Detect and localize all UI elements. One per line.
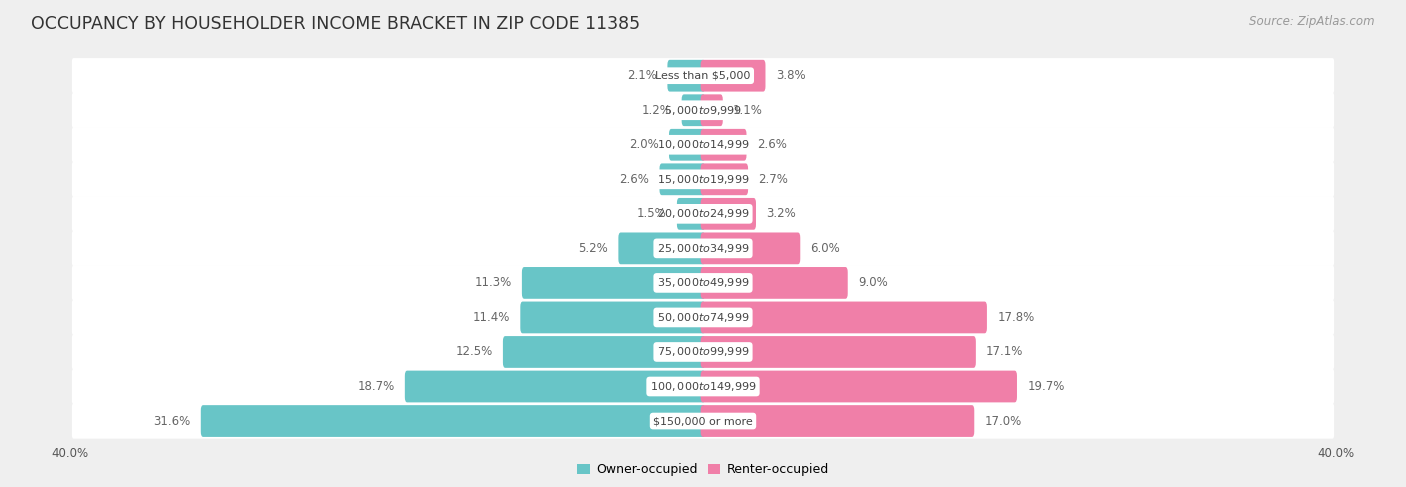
Text: $25,000 to $34,999: $25,000 to $34,999 xyxy=(657,242,749,255)
FancyBboxPatch shape xyxy=(503,336,706,368)
Text: 17.1%: 17.1% xyxy=(986,345,1024,358)
Text: $35,000 to $49,999: $35,000 to $49,999 xyxy=(657,277,749,289)
FancyBboxPatch shape xyxy=(700,301,987,333)
FancyBboxPatch shape xyxy=(72,403,1334,439)
Text: 19.7%: 19.7% xyxy=(1028,380,1064,393)
Text: 2.7%: 2.7% xyxy=(758,173,789,186)
Text: 2.1%: 2.1% xyxy=(627,69,657,82)
Text: $150,000 or more: $150,000 or more xyxy=(654,416,752,426)
FancyBboxPatch shape xyxy=(72,300,1334,335)
Text: Less than $5,000: Less than $5,000 xyxy=(655,71,751,81)
FancyBboxPatch shape xyxy=(72,58,1334,94)
FancyBboxPatch shape xyxy=(676,198,706,230)
Text: $20,000 to $24,999: $20,000 to $24,999 xyxy=(657,207,749,220)
Text: 3.2%: 3.2% xyxy=(766,207,796,220)
FancyBboxPatch shape xyxy=(72,127,1334,162)
Text: 40.0%: 40.0% xyxy=(52,447,89,460)
Text: 2.6%: 2.6% xyxy=(756,138,786,151)
Text: 1.1%: 1.1% xyxy=(733,104,763,117)
Text: $50,000 to $74,999: $50,000 to $74,999 xyxy=(657,311,749,324)
Text: 40.0%: 40.0% xyxy=(1317,447,1354,460)
FancyBboxPatch shape xyxy=(522,267,706,299)
Text: 2.6%: 2.6% xyxy=(620,173,650,186)
Text: 9.0%: 9.0% xyxy=(858,277,887,289)
FancyBboxPatch shape xyxy=(682,94,706,126)
FancyBboxPatch shape xyxy=(619,232,706,264)
FancyBboxPatch shape xyxy=(700,94,723,126)
FancyBboxPatch shape xyxy=(700,164,748,195)
Text: $75,000 to $99,999: $75,000 to $99,999 xyxy=(657,345,749,358)
FancyBboxPatch shape xyxy=(700,371,1017,402)
FancyBboxPatch shape xyxy=(659,164,706,195)
FancyBboxPatch shape xyxy=(72,93,1334,128)
FancyBboxPatch shape xyxy=(700,198,756,230)
Text: 1.2%: 1.2% xyxy=(641,104,672,117)
FancyBboxPatch shape xyxy=(668,60,706,92)
FancyBboxPatch shape xyxy=(700,129,747,161)
FancyBboxPatch shape xyxy=(201,405,706,437)
Text: 2.0%: 2.0% xyxy=(628,138,658,151)
FancyBboxPatch shape xyxy=(700,267,848,299)
Text: $10,000 to $14,999: $10,000 to $14,999 xyxy=(657,138,749,151)
FancyBboxPatch shape xyxy=(72,369,1334,404)
Text: $5,000 to $9,999: $5,000 to $9,999 xyxy=(664,104,742,117)
Text: 18.7%: 18.7% xyxy=(357,380,395,393)
Text: 11.3%: 11.3% xyxy=(474,277,512,289)
FancyBboxPatch shape xyxy=(700,336,976,368)
Text: $15,000 to $19,999: $15,000 to $19,999 xyxy=(657,173,749,186)
FancyBboxPatch shape xyxy=(405,371,706,402)
Legend: Owner-occupied, Renter-occupied: Owner-occupied, Renter-occupied xyxy=(572,458,834,482)
FancyBboxPatch shape xyxy=(700,60,765,92)
FancyBboxPatch shape xyxy=(72,335,1334,370)
Text: 6.0%: 6.0% xyxy=(810,242,841,255)
FancyBboxPatch shape xyxy=(700,232,800,264)
Text: 1.5%: 1.5% xyxy=(637,207,666,220)
Text: Source: ZipAtlas.com: Source: ZipAtlas.com xyxy=(1250,15,1375,28)
FancyBboxPatch shape xyxy=(72,265,1334,300)
FancyBboxPatch shape xyxy=(72,196,1334,231)
Text: 31.6%: 31.6% xyxy=(153,414,190,428)
Text: 11.4%: 11.4% xyxy=(472,311,510,324)
Text: 3.8%: 3.8% xyxy=(776,69,806,82)
Text: $100,000 to $149,999: $100,000 to $149,999 xyxy=(650,380,756,393)
Text: 17.8%: 17.8% xyxy=(997,311,1035,324)
Text: 5.2%: 5.2% xyxy=(578,242,609,255)
FancyBboxPatch shape xyxy=(72,162,1334,197)
FancyBboxPatch shape xyxy=(669,129,706,161)
Text: 17.0%: 17.0% xyxy=(984,414,1022,428)
FancyBboxPatch shape xyxy=(72,231,1334,266)
Text: OCCUPANCY BY HOUSEHOLDER INCOME BRACKET IN ZIP CODE 11385: OCCUPANCY BY HOUSEHOLDER INCOME BRACKET … xyxy=(31,15,640,33)
Text: 12.5%: 12.5% xyxy=(456,345,492,358)
FancyBboxPatch shape xyxy=(700,405,974,437)
FancyBboxPatch shape xyxy=(520,301,706,333)
